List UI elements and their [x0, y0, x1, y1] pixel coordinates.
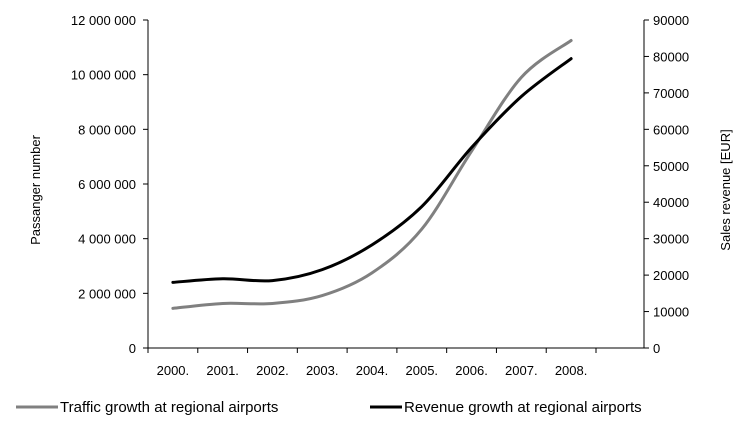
x-axis: 2000. 2001. 2002. 2003. 2004. 2005. 2006. 2007.… — [147, 347, 644, 378]
left-tick-label: 6 000 000 — [78, 177, 136, 192]
right-tick-label: 10000 — [653, 305, 689, 320]
x-tick-label: 2005. — [406, 363, 439, 378]
right-tick-label: 20000 — [653, 268, 689, 283]
x-tick-label: 2001. — [206, 363, 239, 378]
left-tick-label: 10 000 000 — [71, 68, 136, 83]
x-tick-label: 2003. — [306, 363, 339, 378]
left-tick-label: 4 000 000 — [78, 232, 136, 247]
legend-label-revenue: Revenue growth at regional airports — [404, 399, 642, 416]
x-tick-label: 2004. — [356, 363, 389, 378]
right-tick-label: 0 — [653, 341, 660, 356]
right-tick-label: 60000 — [653, 122, 689, 137]
left-axis-title: Passanger number — [28, 134, 43, 245]
left-tick-label: 2 000 000 — [78, 286, 136, 301]
right-tick-label: 80000 — [653, 49, 689, 64]
legend-label-traffic: Traffic growth at regional airports — [60, 399, 278, 416]
right-tick-label: 40000 — [653, 195, 689, 210]
right-tick-label: 50000 — [653, 159, 689, 174]
left-y-axis: 0 2 000 000 4 000 000 6 000 000 8 000 000 10 … — [71, 13, 149, 356]
left-tick-label: 12 000 000 — [71, 13, 136, 28]
right-tick-label: 70000 — [653, 86, 689, 101]
legend: Traffic growth at regional airports Reve… — [16, 399, 642, 416]
left-tick-label: 8 000 000 — [78, 122, 136, 137]
x-tick-label: 2000. — [157, 363, 190, 378]
right-tick-label: 90000 — [653, 13, 689, 28]
x-tick-label: 2006. — [455, 363, 488, 378]
x-tick-label: 2008. — [555, 363, 588, 378]
x-tick-label: 2002. — [256, 363, 289, 378]
right-y-axis: 0 10000 20000 30000 40000 50000 60000 70000 8000… — [643, 13, 689, 356]
left-tick-label: 0 — [129, 341, 136, 356]
traffic-series-line — [171, 39, 573, 310]
x-tick-label: 2007. — [505, 363, 538, 378]
revenue-series-line — [171, 57, 573, 284]
series-lines — [171, 39, 573, 310]
right-axis-title: Sales revenue [EUR] — [718, 129, 733, 250]
right-tick-label: 30000 — [653, 232, 689, 247]
